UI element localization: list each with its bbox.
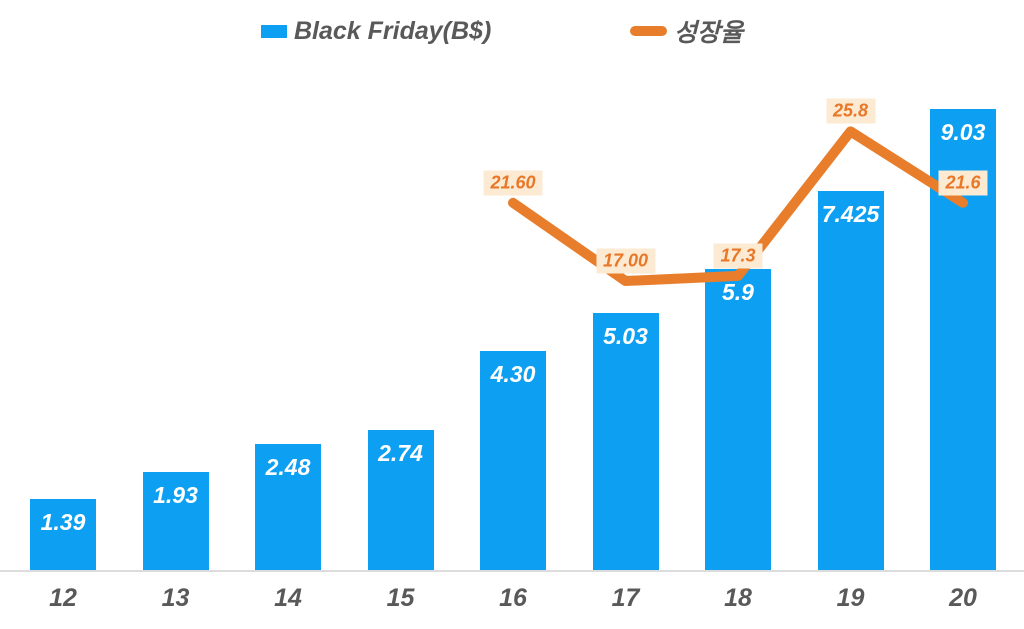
x-axis-label-20: 20 [949,584,977,612]
bar-value-label: 4.30 [490,360,536,387]
line-value-label: 21.60 [483,170,543,196]
bar-value-label: 2.48 [265,453,311,480]
bar-19 [817,191,884,570]
x-axis-label-17: 17 [611,584,640,612]
line-value-label: 17.3 [713,243,763,269]
bar-13 [142,471,209,570]
line-value-label: 25.8 [825,98,876,124]
legend-item-black-friday: Black Friday(B$) [261,16,491,46]
bar-value-label: 7.425 [821,201,880,228]
bar-series-swatch-icon [261,24,287,38]
bar-value-label: 2.74 [378,440,423,467]
x-axis-label-15: 15 [386,584,415,612]
line-series-swatch-icon [630,26,667,36]
x-axis-label-16: 16 [499,584,527,612]
bar-value-label: 1.93 [153,481,198,508]
x-axis-label-12: 12 [49,584,77,612]
bar-value-label: 5.9 [722,279,754,306]
bar-15 [367,430,434,570]
line-value-label: 21.6 [938,170,988,196]
line-value-label: 17.00 [595,248,656,274]
x-axis-label-19: 19 [836,584,865,612]
bar-value-label: 1.39 [40,509,86,536]
x-axis-line [0,570,1024,572]
legend-label-black-friday: Black Friday(B$) [294,16,492,45]
bar-17 [592,313,659,570]
x-axis-label-13: 13 [161,584,190,612]
bar-value-label: 9.03 [940,119,986,146]
legend-item-growth-rate: 성장율 [630,16,744,47]
bar-value-label: 5.03 [603,323,648,350]
x-axis-label-14: 14 [274,584,302,612]
bar-16 [480,350,546,570]
bar-18 [705,269,771,570]
bar-12 [30,499,96,570]
x-axis-label-18: 18 [724,584,752,612]
bar-14 [255,443,321,570]
legend-label-growth-rate: 성장율 [674,19,744,47]
